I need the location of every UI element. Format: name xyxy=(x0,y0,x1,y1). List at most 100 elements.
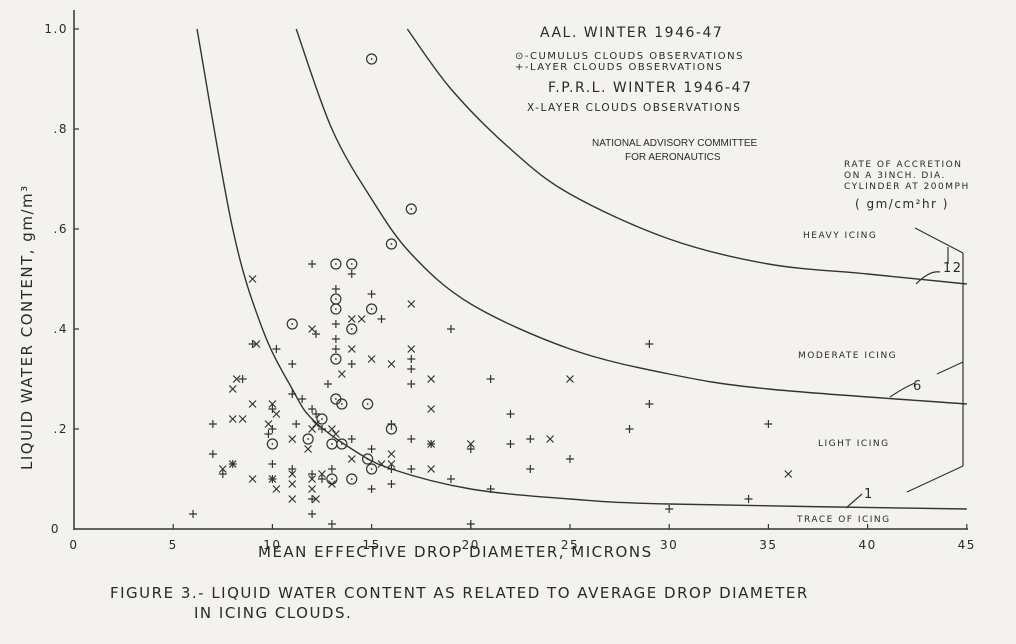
layer-plus-point xyxy=(645,340,654,348)
layer-plus-point xyxy=(308,470,317,478)
layer-x-point xyxy=(228,415,237,423)
cumulus-point xyxy=(326,438,338,450)
cumulus-point xyxy=(316,413,328,425)
layer-plus-point xyxy=(288,390,297,398)
layer-x-point xyxy=(268,400,277,408)
layer-x-point xyxy=(566,375,574,383)
curve-label-6: 6 xyxy=(913,379,923,394)
layer-x-point xyxy=(387,460,396,468)
layer-plus-point xyxy=(486,375,495,383)
figure-caption-line2: IN ICING CLOUDS. xyxy=(194,604,352,622)
layer-x-point xyxy=(264,420,273,428)
legend-aal-title: AAL. WINTER 1946-47 xyxy=(540,25,723,41)
x-tick-label: 45 xyxy=(958,538,976,552)
layer-plus-point xyxy=(268,405,277,413)
layer-plus-point xyxy=(506,410,515,418)
legend: AAL. WINTER 1946-47 ⊙-CUMULUS CLOUDS OBS… xyxy=(515,25,751,114)
legend-layer-x: X-LAYER CLOUDS OBSERVATIONS xyxy=(527,102,741,114)
layer-x-point xyxy=(308,425,317,433)
layer-plus-point xyxy=(466,520,475,528)
layer-plus-point xyxy=(331,285,340,293)
cumulus-point xyxy=(366,53,378,65)
layer-plus-point xyxy=(407,355,416,363)
x-axis-title: MEAN EFFECTIVE DROP DIAMETER, MICRONS xyxy=(258,543,653,561)
layer-x-point xyxy=(327,480,336,488)
layer-x-point xyxy=(272,410,281,418)
y-tick-label: 1.0 xyxy=(44,22,68,36)
layer-plus-point xyxy=(744,495,753,503)
cumulus-point xyxy=(302,433,314,445)
layer-x-point xyxy=(337,370,346,378)
cumulus-point xyxy=(346,323,358,335)
layer-plus-point xyxy=(189,510,198,518)
cumulus-point xyxy=(362,453,374,465)
layer-x-point xyxy=(318,470,326,478)
layer-plus-point xyxy=(367,485,376,493)
layer-x-point xyxy=(357,315,366,323)
layer-plus-point xyxy=(645,400,654,408)
layer-x-point xyxy=(427,440,436,448)
curve-label-1: 1 xyxy=(864,487,874,502)
x-tick-label: 40 xyxy=(858,538,876,552)
x-tick-label: 15 xyxy=(362,538,380,552)
layer-x-point xyxy=(248,400,257,408)
svg-text:CYLINDER AT 200MPH: CYLINDER AT 200MPH xyxy=(844,182,970,192)
layer-x-point xyxy=(232,375,241,383)
layer-x-point xyxy=(327,425,336,433)
layer-x-point xyxy=(248,475,257,483)
icing-boundary-curves xyxy=(196,28,967,510)
icing-curve-1 xyxy=(196,28,967,510)
layer-x-point xyxy=(546,435,555,443)
legend-layer-plus: +-LAYER CLOUDS OBSERVATIONS xyxy=(515,62,723,73)
cumulus-point xyxy=(286,318,298,330)
axis-ticks xyxy=(74,28,968,529)
layer-x-point xyxy=(288,495,297,503)
layer-plus-point xyxy=(308,405,317,413)
axes xyxy=(73,10,968,530)
layer-plus-point xyxy=(288,465,297,473)
layer-x-point xyxy=(308,475,317,483)
layer-plus-point xyxy=(318,425,326,433)
layer-plus-point xyxy=(312,410,321,418)
layer-plus-point xyxy=(407,365,416,373)
cumulus-point xyxy=(346,258,358,270)
cumulus-point xyxy=(405,203,417,215)
layer-plus-point xyxy=(327,465,336,473)
layer-x-point xyxy=(228,385,237,393)
layer-plus-point xyxy=(308,495,317,503)
svg-text:RATE OF ACCRETION: RATE OF ACCRETION xyxy=(844,160,963,170)
data-points xyxy=(189,53,793,528)
x-tick-label: 10 xyxy=(263,538,281,552)
x-tick-label: 35 xyxy=(759,538,777,552)
rate-note: RATE OF ACCRETION ON A 3INCH. DIA. CYLIN… xyxy=(844,160,970,211)
layer-plus-point xyxy=(387,480,396,488)
layer-plus-point xyxy=(466,445,475,453)
layer-x-point xyxy=(427,465,436,473)
layer-x-point xyxy=(387,450,396,458)
y-tick-label: 0 xyxy=(51,522,60,536)
layer-plus-point xyxy=(318,475,326,483)
y-tick-label: .2 xyxy=(54,422,68,436)
layer-x-point xyxy=(304,445,313,453)
x-tick-label: 25 xyxy=(561,538,579,552)
layer-plus-point xyxy=(331,335,340,343)
layer-plus-point xyxy=(327,520,336,528)
y-tick-label: .4 xyxy=(54,322,68,336)
layer-plus-point xyxy=(208,420,217,428)
figure-caption-line1: FIGURE 3.- LIQUID WATER CONTENT AS RELAT… xyxy=(110,584,809,602)
layer-plus-point xyxy=(526,465,535,473)
region-light-icing: LIGHT ICING xyxy=(818,439,890,449)
layer-x-point xyxy=(377,460,386,468)
region-moderate-icing: MODERATE ICING xyxy=(798,351,897,361)
legend-cumulus: ⊙-CUMULUS CLOUDS OBSERVATIONS xyxy=(515,51,744,62)
layer-x-point xyxy=(387,360,396,368)
layer-plus-point xyxy=(446,325,455,333)
cumulus-point xyxy=(330,353,342,365)
agency-line2: FOR AERONAUTICS xyxy=(625,152,721,163)
svg-text:( gm/cm²hr ): ( gm/cm²hr ) xyxy=(855,197,949,211)
layer-x-point xyxy=(312,495,320,503)
layer-x-point xyxy=(248,275,257,283)
layer-plus-point xyxy=(387,465,396,473)
y-tick-label: .6 xyxy=(54,222,68,236)
